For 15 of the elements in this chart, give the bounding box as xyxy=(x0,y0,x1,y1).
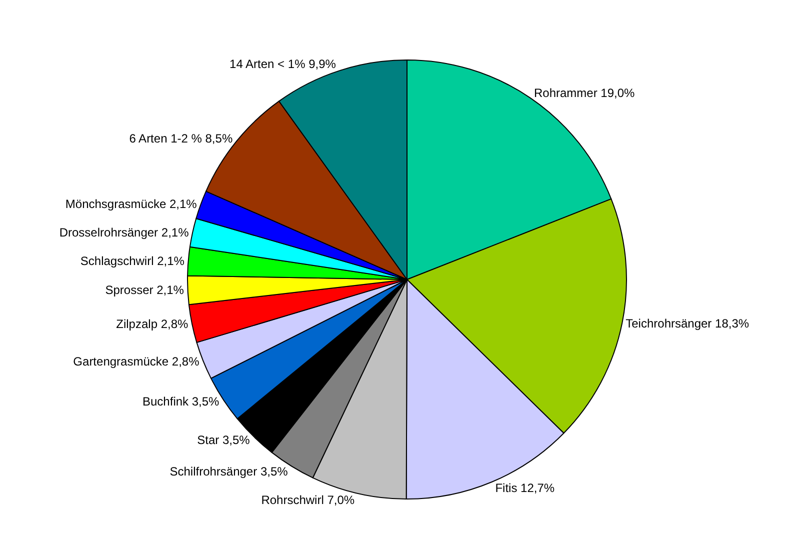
slice-label: Schlagschwirl 2,1% xyxy=(80,254,185,268)
slice-label: Fitis 12,7% xyxy=(495,480,555,495)
slice-label: Star 3,5% xyxy=(197,433,250,448)
slice-label: Buchfink 3,5% xyxy=(142,394,220,408)
slice-label: 6 Arten 1-2 % 8,5% xyxy=(129,132,233,146)
slice-label: Sprosser 2,1% xyxy=(105,283,184,298)
slice-label: Schilfrohrsänger 3,5% xyxy=(170,464,288,478)
slice-label: Gartengrasmücke 2,8% xyxy=(73,354,200,369)
slice-label: Rohrschwirl 7,0% xyxy=(261,493,355,508)
slice-label: Rohrammer 19,0% xyxy=(534,86,636,100)
slice-label: Zilpzalp 2,8% xyxy=(116,317,188,331)
slice-label: Drosselrohrsänger 2,1% xyxy=(59,225,190,240)
slice-label: 14 Arten < 1% 9,9% xyxy=(230,57,336,72)
slice-label: Mönchsgrasmücke 2,1% xyxy=(65,196,198,211)
slice-label: Teichrohrsänger 18,3% xyxy=(626,316,750,330)
